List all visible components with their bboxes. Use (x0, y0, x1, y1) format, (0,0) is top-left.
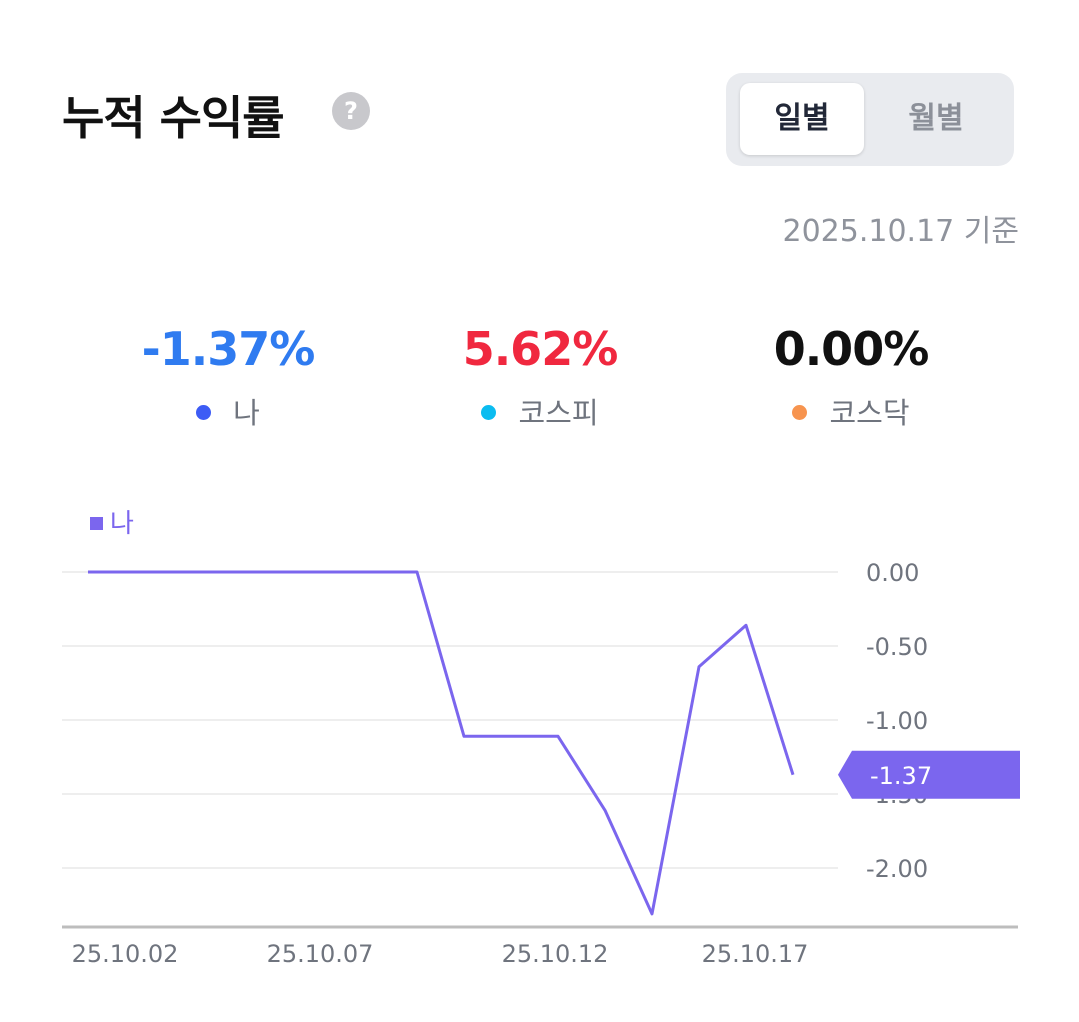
last-value-tag: -1.37 (838, 750, 1020, 799)
daily-tab[interactable]: 일별 (740, 83, 864, 155)
stat-value: 0.00% (773, 322, 930, 376)
legend-label: 나 (110, 509, 134, 539)
stat-value: -1.37% (141, 322, 316, 376)
stat-label: 나 (233, 396, 260, 430)
x-tick-label: 25.10.17 (702, 940, 809, 968)
dot-icon (481, 404, 497, 420)
series-line (88, 570, 795, 916)
x-tick-label: 25.10.02 (72, 940, 179, 968)
period-toggle: 일별 월별 (726, 73, 1014, 166)
dot-icon (792, 404, 808, 420)
y-tick-label: -1.00 (866, 707, 928, 735)
y-tick-label: 0.00 (866, 559, 919, 587)
y-tick-label: -0.50 (866, 633, 928, 661)
last-value-label: -1.37 (870, 762, 932, 790)
stat-me: -1.37% 나 (78, 322, 378, 432)
stat-label: 코스피 (518, 396, 599, 430)
stat-kosdaq: 0.00% 코스닥 (701, 322, 1001, 432)
legend-swatch (90, 517, 103, 530)
y-tick-label: -2.00 (866, 855, 928, 883)
question-circle-icon[interactable]: ? (332, 92, 370, 130)
x-tick-label: 25.10.07 (267, 940, 374, 968)
dot-icon (196, 404, 212, 420)
x-tick-label: 25.10.12 (502, 940, 609, 968)
as-of-date: 2025.10.17 기준 (782, 214, 1019, 249)
page-title: 누적 수익률 (62, 91, 285, 145)
stat-value: 5.62% (462, 322, 619, 376)
stat-kospi: 5.62% 코스피 (390, 322, 690, 432)
monthly-tab[interactable]: 월별 (908, 101, 964, 136)
stat-label: 코스닥 (829, 396, 910, 430)
